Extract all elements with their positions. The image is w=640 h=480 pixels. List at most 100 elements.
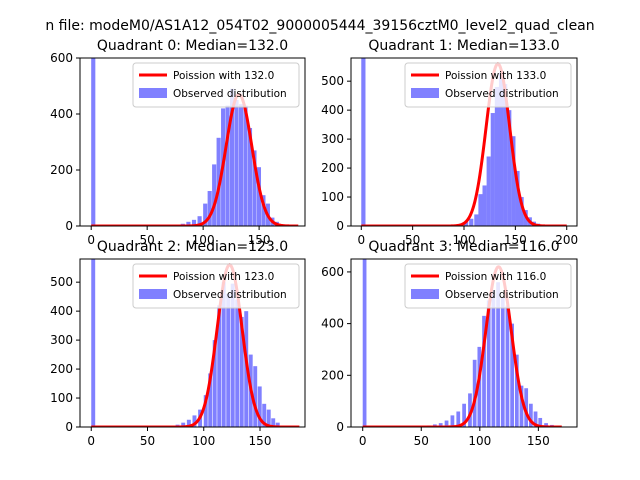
legend-label-poisson: Poission with 132.0 xyxy=(173,70,274,82)
histogram-bar xyxy=(217,305,222,427)
x-tick-label: 50 xyxy=(140,233,155,247)
subplot-grid: Quadrant 0: Median=132.0 0 50 100 150 0 200 400… xyxy=(50,38,578,448)
histogram-bar xyxy=(438,423,443,427)
subplot-title: Quadrant 2: Median=123.0 xyxy=(97,239,288,255)
legend-bar-swatch xyxy=(139,88,167,98)
x-tick-label: 100 xyxy=(468,434,491,448)
plot-area xyxy=(360,58,568,226)
histogram-bar xyxy=(243,105,248,226)
y-tick-label: 500 xyxy=(321,74,344,88)
histogram-bar xyxy=(496,282,500,427)
histogram-bar xyxy=(519,197,524,226)
histogram-bar xyxy=(207,191,212,226)
histogram-bar xyxy=(212,340,217,427)
histogram-bar xyxy=(538,417,543,427)
x-tick-label: 0 xyxy=(87,434,95,448)
subplot-title: Quadrant 1: Median=133.0 xyxy=(368,38,559,54)
y-tick-label: 0 xyxy=(65,420,73,434)
axes-frame xyxy=(79,57,306,227)
legend-label-poisson: Poission with 123.0 xyxy=(173,271,274,283)
legend-bar-swatch xyxy=(411,289,439,299)
histogram-bar xyxy=(203,203,208,226)
x-tick-label: 50 xyxy=(140,434,155,448)
x-tick-label: 200 xyxy=(555,233,578,247)
histogram-bar xyxy=(482,315,486,427)
histogram-bar xyxy=(257,386,262,427)
histogram-bar xyxy=(203,395,208,427)
histogram-bar xyxy=(474,214,479,226)
histogram-bar xyxy=(494,86,500,226)
histogram-bar xyxy=(486,300,491,427)
legend-label-poisson: Poission with 116.0 xyxy=(445,271,546,283)
histogram-bar xyxy=(181,422,186,427)
histogram-bar xyxy=(444,420,449,427)
subplot-quadrant-0: Quadrant 0: Median=132.0 0 50 100 150 0 200 400… xyxy=(50,38,306,247)
histogram-bar xyxy=(519,385,524,427)
histogram-bar xyxy=(524,388,529,427)
histogram-bar xyxy=(186,419,191,427)
histogram-bar xyxy=(230,283,235,427)
y-tick-label: 200 xyxy=(50,163,73,177)
y-tick-label: 400 xyxy=(50,304,73,318)
histogram-bar xyxy=(212,164,217,226)
x-tick-label: 50 xyxy=(405,233,420,247)
histogram-bar xyxy=(239,316,244,427)
histogram-bar xyxy=(362,259,367,427)
legend-label-observed: Observed distribution xyxy=(173,289,287,301)
histogram-bar xyxy=(208,373,213,427)
histogram-bar xyxy=(472,359,477,427)
y-tick-label: 400 xyxy=(321,103,344,117)
y-tick-label: 400 xyxy=(321,317,344,331)
histogram-bar xyxy=(464,221,469,226)
histogram-bar xyxy=(490,113,495,226)
legend-box xyxy=(404,62,572,108)
histogram-bar xyxy=(186,221,191,226)
plot-area xyxy=(361,259,563,427)
histogram-bar xyxy=(468,393,472,427)
histogram-bar xyxy=(226,293,231,427)
histogram-bar xyxy=(507,110,512,226)
histogram-bar xyxy=(253,366,258,427)
legend-bar-swatch xyxy=(411,88,439,98)
y-tick-label: 200 xyxy=(321,161,344,175)
histogram-bar xyxy=(510,323,515,427)
histogram-bar xyxy=(491,290,496,427)
histogram-bar xyxy=(91,259,96,427)
histogram-bar xyxy=(235,299,240,427)
x-tick-label: 50 xyxy=(414,434,429,448)
histogram-bar xyxy=(500,297,505,427)
histogram-bar xyxy=(477,346,482,427)
histogram-bar xyxy=(271,418,276,427)
x-tick-label: 100 xyxy=(192,434,215,448)
y-tick-label: 100 xyxy=(50,391,73,405)
histogram-bar xyxy=(505,305,510,427)
y-tick-label: 200 xyxy=(50,362,73,376)
x-tick-label: 100 xyxy=(192,233,215,247)
legend-label-observed: Observed distribution xyxy=(173,88,287,100)
histogram-bar xyxy=(247,128,253,226)
x-tick-label: 0 xyxy=(357,233,365,247)
y-tick-label: 500 xyxy=(50,275,73,289)
x-tick-label: 150 xyxy=(248,233,271,247)
histogram-bar xyxy=(515,170,520,226)
histogram-bar xyxy=(191,219,197,226)
histogram-bar xyxy=(275,422,280,427)
y-tick-label: 300 xyxy=(50,333,73,347)
legend-bar-swatch xyxy=(139,289,167,299)
axes-frame xyxy=(350,258,578,428)
x-tick-label: 150 xyxy=(504,233,527,247)
histogram-bar xyxy=(261,195,266,226)
histogram-bar xyxy=(486,156,491,226)
x-tick-label: 150 xyxy=(527,434,550,448)
legend-box xyxy=(404,263,572,309)
x-tick-label: 0 xyxy=(87,233,95,247)
poisson-curve xyxy=(90,263,301,427)
histogram-bar xyxy=(192,415,197,427)
axes-frame xyxy=(79,258,306,428)
x-tick-label: 100 xyxy=(453,233,476,247)
legend: Poission with 132.0 Observed distribution xyxy=(132,62,300,108)
histogram-bar xyxy=(230,88,235,226)
legend-label-poisson: Poission with 133.0 xyxy=(445,70,546,82)
histogram-bar xyxy=(262,403,267,427)
